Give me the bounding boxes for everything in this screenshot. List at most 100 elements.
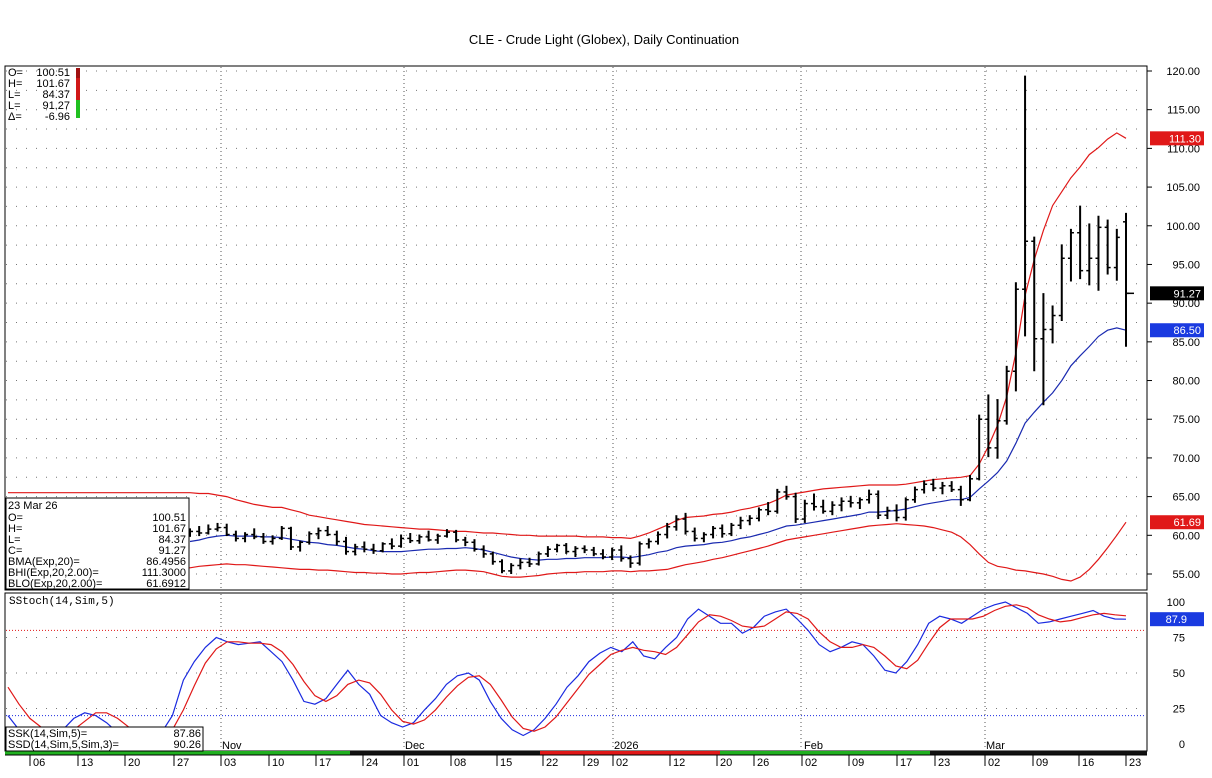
price-tag: 111.30 [1150,131,1204,146]
price-bar [792,492,799,523]
ma-line [189,327,1127,561]
price-bar [434,533,441,544]
price-bar [544,546,551,557]
stoch-tick-label: 25 [1173,704,1185,716]
price-bar [957,485,964,506]
month-strip [930,751,1147,755]
svg-text:86.50: 86.50 [1173,325,1201,337]
price-bar [379,542,386,553]
price-bar [921,480,928,494]
price-tick-label: 115.00 [1167,105,1200,117]
info-box: 23 Mar 26 O= 100.51 H= 101.67 L= 84.37 C… [5,497,190,590]
price-bar [976,414,983,481]
price-bar [508,563,515,574]
stoch-value: 87.86 [173,728,201,740]
month-strip [720,751,930,755]
info-value: 61.6912 [146,578,186,590]
price-tags: 111.30 91.27 86.50 61.69 87.9 [1150,131,1204,627]
day-label: 17 [900,757,912,769]
price-bar [700,532,707,543]
ohlc-label: H= [8,78,22,90]
price-bar [856,497,863,509]
price-bar [967,474,973,502]
price-bar [535,551,542,566]
month-strip [350,751,540,755]
ssk-line [7,601,1127,745]
svg-text:87.9: 87.9 [1166,614,1187,626]
info-value: 100.51 [152,512,186,524]
day-label: 09 [1036,757,1048,769]
price-bar [443,529,450,538]
price-tick-label: 75.00 [1172,414,1200,426]
day-label: 09 [852,757,864,769]
stoch-tag: 87.9 [1150,612,1204,627]
svg-text:91.27: 91.27 [1173,288,1201,300]
price-bar [287,526,294,551]
price-bar [251,528,258,540]
price-bar [1113,228,1120,281]
price-bar [370,543,377,554]
price-panel [4,65,1148,591]
day-label: 02 [805,757,817,769]
ohlc-value: 101.67 [36,78,70,90]
price-tick-label: 55.00 [1172,569,1200,581]
price-bar [324,526,331,537]
price-tag: 86.50 [1150,323,1204,338]
price-tick-label: 65.00 [1172,492,1200,504]
price-bar [1123,212,1129,347]
day-label: 15 [500,757,512,769]
price-bar [205,524,212,535]
month-strip [540,751,720,755]
price-bar [939,481,946,495]
price-bar [609,547,616,561]
price-bar [801,499,808,523]
stoch-title: SStoch(14,Sim,5) [9,596,115,608]
info-label: BLO(Exp,20,2.00)= [8,578,102,590]
price-tick-label: 105.00 [1166,182,1200,194]
stoch-value-box: SSK(14,Sim,5)= 87.86 SSD(14,Sim,5,Sim,3)… [5,726,204,752]
price-bar [352,543,359,556]
price-bar [902,497,909,521]
price-tick-label: 70.00 [1172,453,1200,465]
svg-text:111.30: 111.30 [1169,133,1201,145]
price-bar [1003,365,1010,425]
price-bar [911,486,918,503]
price-bar [242,532,249,543]
info-label: L= [8,534,21,546]
info-label: H= [8,523,22,535]
day-label: 01 [407,757,419,769]
price-bar [774,488,781,514]
price-bar [1012,282,1019,392]
price-bar [820,499,827,514]
stoch-tick-label: 100 [1167,597,1185,609]
day-label: 12 [673,757,685,769]
ohlc-label: Δ= [8,111,22,123]
ohlc-label: L= [8,89,21,101]
price-bar [811,493,817,511]
price-bar [407,532,414,544]
price-bar [1058,244,1065,321]
price-bar [994,399,1001,459]
price-bar [948,481,955,492]
price-bar [563,543,570,554]
day-label: 13 [81,757,93,769]
ssd-line [7,604,1127,741]
price-bar [489,551,496,565]
price-tick-label: 120.00 [1166,66,1200,78]
day-label: 06 [33,757,45,769]
grid-layer [6,67,1146,750]
price-bar [1086,223,1093,286]
price-bar [1031,236,1038,372]
day-label: 26 [757,757,769,769]
price-bar [453,529,460,543]
month-strip [5,751,350,755]
price-bar [196,526,203,537]
info-value: 101.67 [152,523,186,535]
info-label: C= [8,545,22,557]
price-tag: 91.27 [1150,286,1204,301]
lower-band-line [8,521,1127,582]
info-value: 91.27 [158,545,186,557]
price-bar [232,530,239,542]
stoch-tick-label: 0 [1179,739,1185,751]
price-bar [930,478,937,492]
